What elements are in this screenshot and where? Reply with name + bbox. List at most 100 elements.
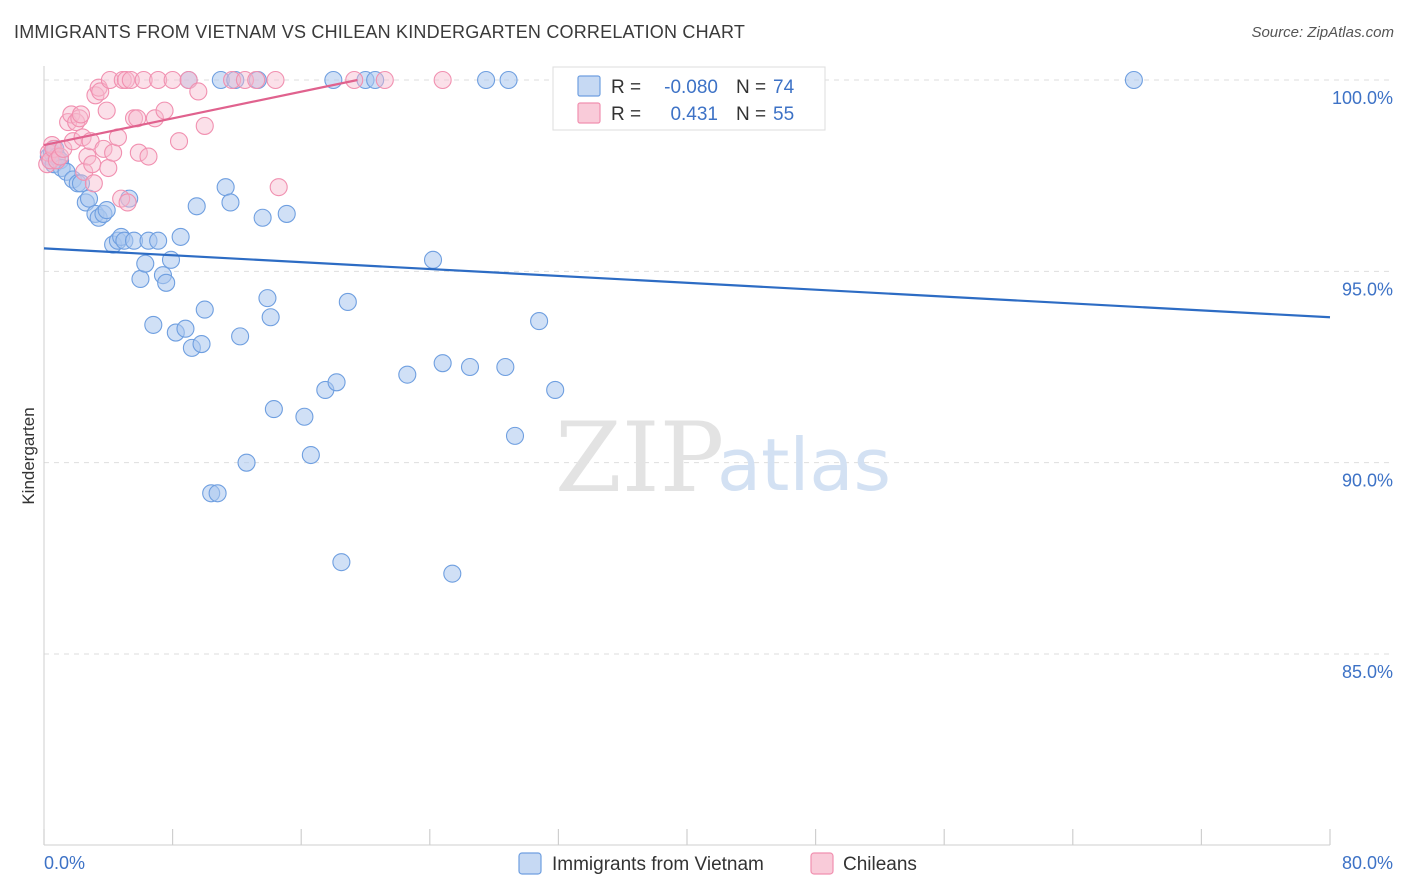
point-vietnam-11 [71,174,91,193]
trend-line-chileans [43,78,358,147]
point-chileans-40 [149,70,168,90]
point-vietnam-27 [144,315,163,334]
point-vietnam-68 [477,70,496,90]
y-tick-label-1: 90.0% [1342,471,1393,491]
point-vietnam-37 [187,197,206,216]
point-vietnam-46 [231,327,250,346]
point-vietnam-47 [237,453,256,472]
stats-swatch-chileans [577,102,601,124]
point-chileans-32 [118,193,137,212]
point-chileans-23 [94,139,113,158]
watermark-zip: ZIP [555,402,724,514]
point-chileans-54 [433,70,452,90]
point-chileans-13 [71,105,91,124]
y-tick-label-3: 100.0% [1332,88,1393,108]
chart-title: IMMIGRANTS FROM VIETNAM VS CHILEAN KINDE… [14,22,746,42]
point-vietnam-41 [208,484,227,503]
point-vietnam-71 [505,426,525,445]
data-points [38,70,1143,583]
point-chileans-19 [84,174,103,193]
point-vietnam-30 [157,273,176,292]
point-chileans-25 [99,158,118,178]
stats-r-value-chileans: 0.431 [670,104,718,125]
correlation-stats-box: R = -0.080 N = 74 R = 0.431 N = 55 [552,66,826,131]
stats-r-label-chileans: R = [611,104,641,125]
y-tick-label-0: 85.0% [1342,662,1393,682]
point-chileans-42 [163,70,182,90]
x-tick-labels: 0.0% 80.0% [44,853,1393,873]
x-tick-label-min: 0.0% [44,853,85,873]
point-chileans-41 [155,101,174,120]
point-chileans-53 [375,70,394,90]
stats-n-label-vietnam: N = [736,77,766,98]
point-vietnam-66 [443,564,462,583]
trend-lines [43,78,1331,319]
legend-swatch-chileans[interactable] [810,852,834,875]
gridlines [44,79,1394,655]
legend-label-chileans[interactable]: Chileans [843,854,917,875]
point-vietnam-65 [433,354,452,373]
point-vietnam-49 [253,208,272,227]
point-vietnam-33 [171,227,190,246]
point-vietnam-50 [258,289,277,308]
point-vietnam-51 [261,308,280,327]
point-vietnam-58 [332,553,351,572]
legend-label-vietnam[interactable]: Immigrants from Vietnam [552,854,764,875]
point-vietnam-69 [496,357,515,377]
point-vietnam-73 [546,380,565,400]
point-vietnam-17 [97,201,116,220]
point-chileans-18 [83,155,102,174]
chart-source: Source: ZipAtlas.com [1251,24,1394,41]
point-vietnam-55 [301,445,320,465]
point-vietnam-52 [264,400,283,419]
point-chileans-36 [129,143,148,162]
point-vietnam-44 [221,193,240,212]
point-vietnam-64 [423,250,443,269]
point-chileans-45 [189,82,208,101]
point-vietnam-54 [295,407,314,426]
point-chileans-33 [121,70,140,90]
y-tick-labels: 85.0% 90.0% 95.0% 100.0% [1332,88,1393,682]
point-vietnam-67 [460,357,480,377]
point-vietnam-53 [277,204,296,223]
point-vietnam-59 [338,292,357,311]
y-axis-label: Kindergarten [19,407,38,504]
point-vietnam-25 [136,254,155,273]
point-vietnam-24 [131,269,150,289]
x-tick-label-max: 80.0% [1342,853,1393,873]
point-vietnam-28 [149,231,168,250]
point-vietnam-13 [79,189,99,208]
stats-swatch-vietnam [577,75,601,97]
point-chileans-47 [223,70,242,90]
zipatlas-watermark: ZIP atlas [555,402,891,514]
point-chileans-27 [104,143,123,162]
point-vietnam-70 [499,70,518,90]
trend-line-vietnam [43,247,1331,319]
stats-n-value-vietnam: 74 [773,77,795,98]
stats-r-value-vietnam: -0.080 [664,77,718,98]
axes [43,66,1331,846]
point-chileans-49 [247,70,266,90]
legend: Immigrants from Vietnam Chileans [518,852,917,875]
stats-n-value-chileans: 55 [773,104,794,125]
stats-r-label-vietnam: R = [611,77,641,98]
point-vietnam-72 [530,312,549,331]
point-vietnam-43 [216,178,235,197]
point-chileans-38 [139,147,158,166]
legend-swatch-vietnam[interactable] [518,852,542,875]
point-chileans-26 [100,70,119,90]
point-chileans-2 [41,151,60,170]
point-vietnam-63 [398,365,417,384]
y-tick-label-2: 95.0% [1342,279,1393,299]
point-chileans-37 [134,70,153,90]
point-chileans-50 [266,70,285,90]
point-vietnam-34 [176,319,195,338]
watermark-atlas: atlas [717,423,891,507]
point-vietnam-39 [195,300,214,319]
point-chileans-51 [269,178,288,197]
point-vietnam-62 [366,70,385,90]
point-chileans-46 [195,116,214,135]
point-vietnam-74 [1124,70,1143,90]
point-chileans-24 [97,101,116,120]
